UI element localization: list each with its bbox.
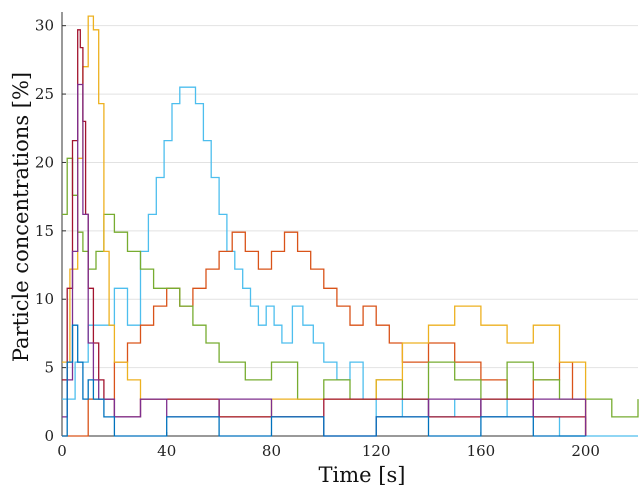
y-tick-label: 20 [35,153,54,171]
y-tick-label: 0 [44,427,54,445]
y-axis-title: Particle concentrations [%] [9,72,33,362]
y-tick-label: 30 [35,17,54,35]
series-layer [62,15,639,437]
tick-labels: 0 5 10 15 20 25 30 0 40 80 120 160 200 [35,17,600,460]
y-tick-label: 15 [35,222,54,240]
x-tick-label: 160 [467,442,496,460]
y-tick-label: 5 [44,359,54,377]
x-tick-label: 80 [262,442,281,460]
y-tick-label: 25 [35,85,54,103]
y-tick-label: 10 [35,290,54,308]
series-line-2 [62,231,587,437]
x-tick-label: 40 [157,442,176,460]
x-tick-label: 200 [571,442,600,460]
series-line-7 [62,324,586,437]
x-tick-label: 120 [362,442,391,460]
series-line-6 [62,83,587,437]
grid-layer [62,25,638,369]
x-tick-label: 0 [57,442,67,460]
x-axis-title: Time [s] [319,463,406,487]
